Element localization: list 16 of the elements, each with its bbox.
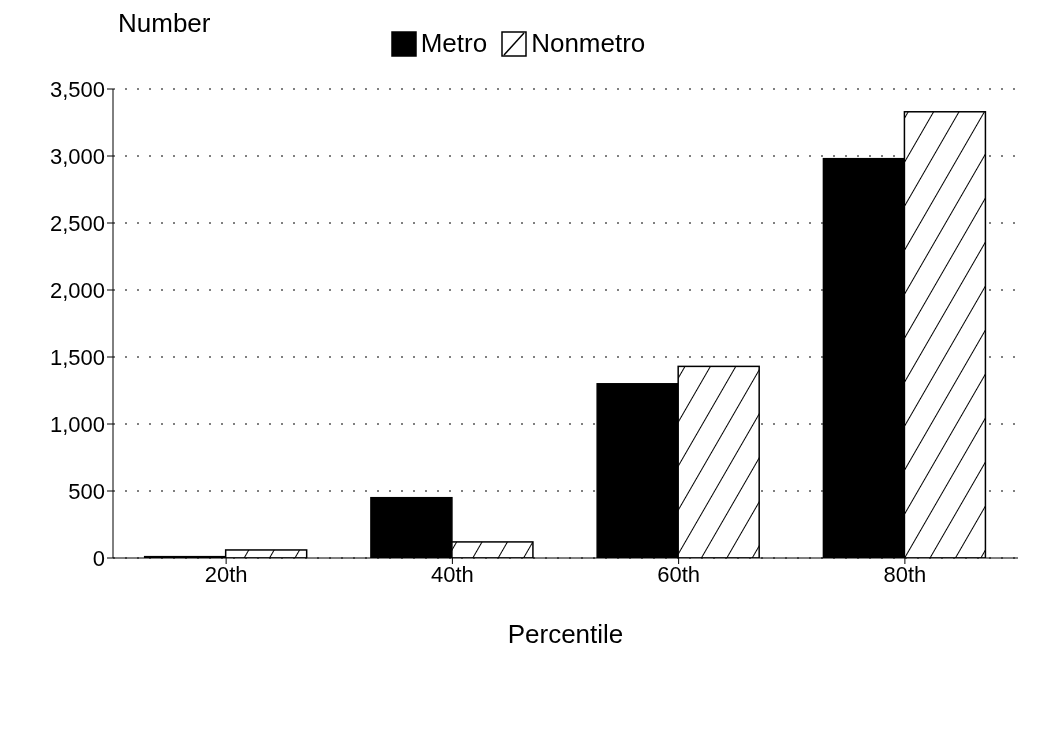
y-tick-label: 500: [68, 478, 105, 504]
x-tick-label: 20th: [204, 561, 248, 587]
x-tick-label: 60th: [657, 561, 701, 587]
y-axis-title: Number: [118, 8, 211, 39]
x-tick-label: 80th: [883, 561, 927, 587]
legend-label: Nonmetro: [531, 28, 646, 59]
y-tick-label: 2,500: [49, 210, 105, 236]
legend-label: Metro: [420, 28, 488, 59]
y-tick-label: 0: [92, 545, 105, 571]
y-tick-label: 3,500: [49, 76, 105, 102]
y-tick-label: 1,000: [49, 411, 105, 437]
y-tick-label: 1,500: [49, 344, 105, 370]
x-axis-title: Percentile: [507, 619, 624, 649]
y-tick-label: 3,000: [49, 143, 105, 169]
x-tick-label: 40th: [430, 561, 474, 587]
y-tick-label: 2,000: [49, 277, 105, 303]
